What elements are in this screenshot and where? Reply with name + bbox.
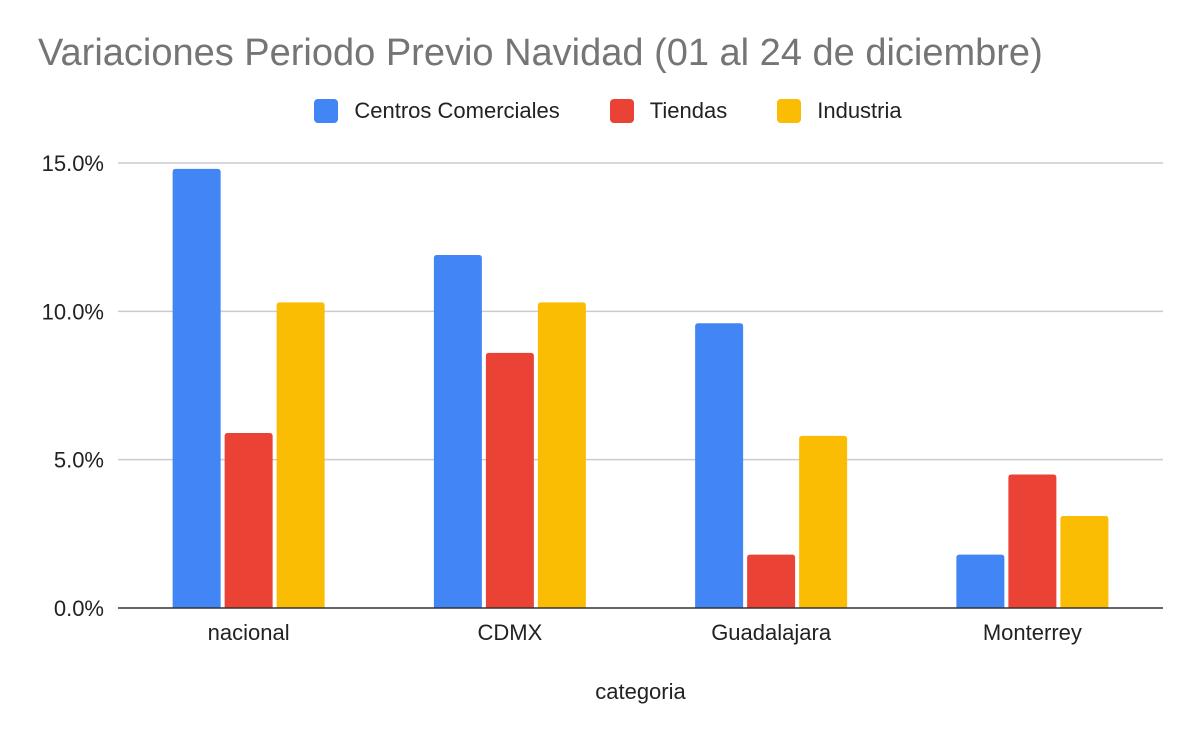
bar-monterrey-centros-comerciales [956, 554, 1005, 608]
legend-item-centros-comerciales: Centros Comerciales [298, 98, 560, 124]
gridlines [118, 162, 1163, 461]
bar-cdmx-industria [537, 302, 586, 608]
chart-title: Variaciones Periodo Previo Navidad (01 a… [38, 32, 1043, 74]
bar-nacional-centros-comerciales [172, 168, 221, 608]
legend-label: Tiendas [649, 98, 728, 123]
x-tick-label: Guadalajara [711, 620, 832, 645]
x-tick-label: nacional [208, 620, 290, 645]
x-tick-label: Monterrey [983, 620, 1082, 645]
legend-swatch [777, 99, 802, 123]
bar-nacional-tiendas [224, 432, 273, 608]
bar-cdmx-centros-comerciales [433, 254, 482, 608]
chart-legend: Centros Comerciales Tiendas Industria [0, 98, 1200, 124]
y-tick-label: 5.0% [54, 448, 104, 473]
y-tick-label: 0.0% [54, 596, 104, 621]
legend-swatch [314, 99, 339, 123]
x-axis-ticks: nacional CDMX Guadalajara Monterrey [208, 620, 1082, 645]
bar-guadalajara-industria [799, 435, 848, 608]
bar-cdmx-tiendas [485, 352, 534, 608]
bar-guadalajara-tiendas [747, 554, 796, 608]
legend-swatch [609, 99, 634, 123]
legend-label: Industria [817, 98, 902, 123]
legend-item-industria: Industria [761, 98, 902, 124]
legend-label: Centros Comerciales [354, 98, 560, 123]
bar-guadalajara-centros-comerciales [695, 323, 744, 608]
bars [172, 168, 1109, 608]
x-axis-title: categoria [595, 679, 686, 704]
bar-nacional-industria [276, 302, 325, 608]
y-tick-label: 15.0% [42, 151, 104, 176]
bar-monterrey-tiendas [1008, 474, 1057, 608]
y-tick-label: 10.0% [42, 299, 104, 324]
y-axis-ticks: 0.0% 5.0% 10.0% 15.0% [42, 151, 104, 621]
x-tick-label: CDMX [477, 620, 542, 645]
bar-monterrey-industria [1060, 516, 1109, 608]
legend-item-tiendas: Tiendas [594, 98, 727, 124]
